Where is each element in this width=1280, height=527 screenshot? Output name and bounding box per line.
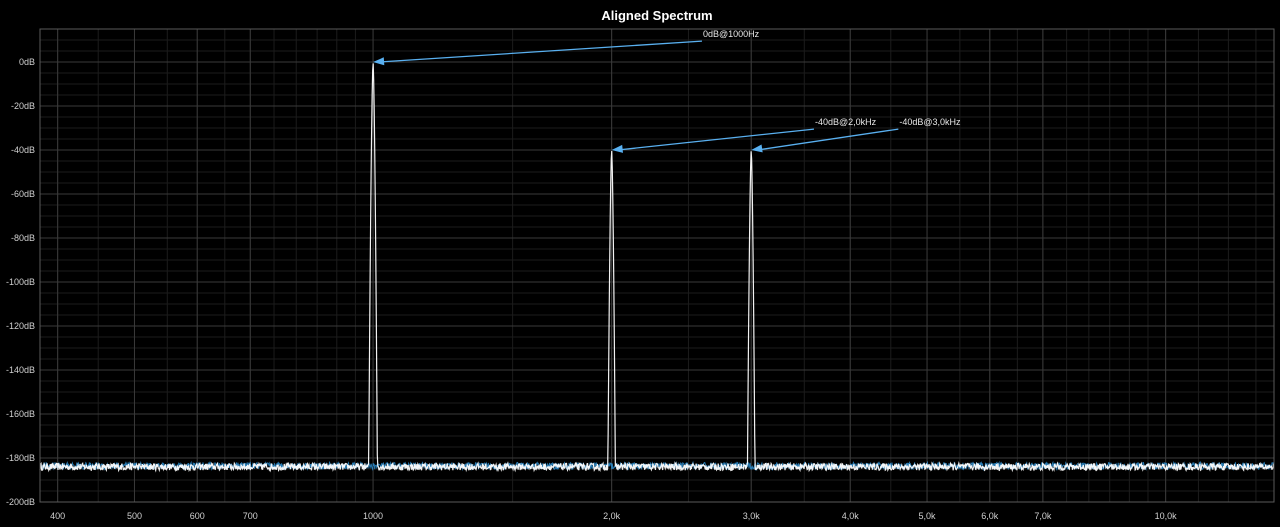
x-tick-label: 400 bbox=[50, 511, 65, 521]
spectrum-trace-1 bbox=[39, 63, 1275, 473]
x-tick-label: 7,0k bbox=[1034, 511, 1052, 521]
annotation-arrow-line bbox=[617, 128, 815, 151]
annotation-label: -40dB@2,0kHz bbox=[815, 117, 877, 127]
annotation-arrowhead bbox=[611, 144, 623, 153]
y-axis-ticks: 0dB -20dB -40dB -60dB -80dB -100dB -120dB -140d… bbox=[6, 57, 35, 507]
y-tick-label: 0dB bbox=[19, 57, 35, 67]
x-tick-label: 5,0k bbox=[919, 511, 937, 521]
x-tick-label: 1000 bbox=[363, 511, 383, 521]
annotation-arrowhead bbox=[373, 57, 385, 66]
y-tick-label: -100dB bbox=[6, 277, 35, 287]
x-axis-ticks: 400 500 600 700 1000 2,0k 3,0k 4,0k 5,0k 6,0k 7,0k… bbox=[50, 511, 1177, 521]
x-tick-label: 600 bbox=[190, 511, 205, 521]
x-tick-label: 3,0k bbox=[743, 511, 761, 521]
annotation-label: 0dB@1000Hz bbox=[703, 29, 760, 39]
annotations: 0dB@1000Hz -40dB@2,0kHz -40dB@3,0kHz bbox=[373, 29, 961, 153]
annotation-arrow-line bbox=[379, 40, 702, 63]
annotation-label: -40dB@3,0kHz bbox=[899, 117, 961, 127]
y-tick-label: -140dB bbox=[6, 365, 35, 375]
annotation: -40dB@2,0kHz bbox=[611, 117, 877, 153]
annotation-arrow-line bbox=[757, 128, 899, 151]
x-tick-label: 4,0k bbox=[842, 511, 860, 521]
y-tick-label: -80dB bbox=[11, 233, 35, 243]
x-tick-label: 700 bbox=[243, 511, 258, 521]
y-tick-label: -20dB bbox=[11, 101, 35, 111]
y-tick-label: -200dB bbox=[6, 497, 35, 507]
y-tick-label: -120dB bbox=[6, 321, 35, 331]
annotation-arrowhead bbox=[751, 144, 763, 153]
grid bbox=[40, 28, 1274, 503]
y-tick-label: -60dB bbox=[11, 189, 35, 199]
x-tick-label: 2,0k bbox=[603, 511, 621, 521]
x-tick-label: 6,0k bbox=[981, 511, 999, 521]
annotation: -40dB@3,0kHz bbox=[751, 117, 961, 153]
y-tick-label: -180dB bbox=[6, 453, 35, 463]
plot-frame bbox=[39, 28, 1275, 503]
y-tick-label: -40dB bbox=[11, 145, 35, 155]
y-tick-label: -160dB bbox=[6, 409, 35, 419]
spectrum-traces bbox=[39, 63, 1275, 473]
annotation: 0dB@1000Hz bbox=[373, 29, 760, 66]
chart-title: Aligned Spectrum bbox=[601, 8, 712, 23]
x-tick-label: 500 bbox=[127, 511, 142, 521]
x-tick-label: 10,0k bbox=[1155, 511, 1178, 521]
